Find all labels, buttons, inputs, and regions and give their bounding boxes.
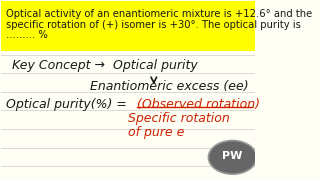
Text: Optical activity of an enantiomeric mixture is +12.6° and the: Optical activity of an enantiomeric mixt… xyxy=(6,9,313,19)
Circle shape xyxy=(208,141,257,174)
Text: Optical purity(%) =: Optical purity(%) = xyxy=(6,98,131,111)
Text: ......... %: ......... % xyxy=(6,30,48,40)
Text: of pure e: of pure e xyxy=(128,126,185,139)
Text: PW: PW xyxy=(222,151,243,161)
FancyBboxPatch shape xyxy=(1,1,255,51)
Text: Enantiomeric excess (ee): Enantiomeric excess (ee) xyxy=(90,80,249,93)
Text: specific rotation of (+) isomer is +30°. The optical purity is: specific rotation of (+) isomer is +30°.… xyxy=(6,20,301,30)
Text: Key Concept →  Optical purity: Key Concept → Optical purity xyxy=(12,59,197,72)
Text: (Observed rotation): (Observed rotation) xyxy=(137,98,260,111)
Text: Specific rotation: Specific rotation xyxy=(128,112,230,125)
